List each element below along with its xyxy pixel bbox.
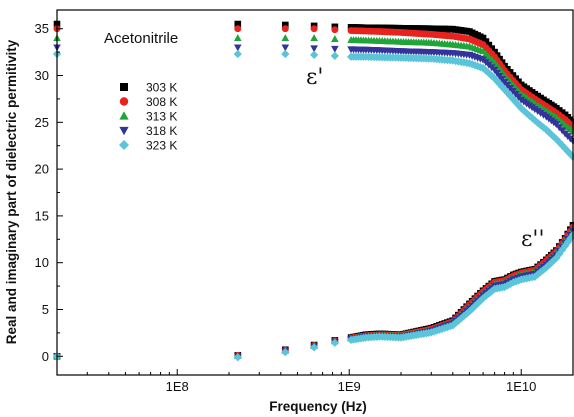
series-4-eps-real-point [281, 49, 290, 59]
axis-ticks: 0 5 10 15 20 25 30 35 1E8 1E9 1E10 [35, 21, 574, 394]
legend-marker-1 [119, 97, 129, 106]
y-tick-label: 0 [42, 349, 49, 364]
x-axis-title: Frequency (Hz) [269, 399, 367, 414]
legend-marker-4 [119, 140, 129, 150]
x-tick-label: 1E8 [166, 379, 189, 394]
series-2-eps-real-point [331, 35, 339, 42]
series-4-eps-real-point [233, 49, 242, 59]
x-tick-label: 1E9 [338, 379, 361, 394]
y-tick-label: 30 [35, 68, 49, 83]
series-3-eps-real-point [331, 45, 339, 53]
y-tick-label: 35 [35, 21, 49, 36]
series-1-eps-real-point [310, 25, 318, 33]
y-tick-label: 15 [35, 208, 49, 223]
x-tick-label: 1E10 [506, 379, 536, 394]
series-1-eps-real-point [331, 26, 339, 34]
series-4-eps-real-point [309, 50, 319, 60]
series-0-eps-real-trace [488, 45, 496, 52]
series-0-eps-real-point [234, 20, 242, 28]
legend-label-0: 303 K [146, 80, 177, 94]
series-4-eps-imag-point [309, 343, 319, 352]
annotation-eps-imag: ε'' [521, 227, 545, 252]
y-tick-label: 20 [35, 162, 49, 177]
series-0-eps-real-trace [485, 41, 493, 49]
y-tick-label: 25 [35, 115, 49, 130]
plot-marks [52, 20, 574, 362]
series-3-eps-real-point [310, 45, 318, 53]
series-4-eps-imag-point [233, 353, 242, 362]
y-tick-label: 10 [35, 255, 49, 270]
series-2-eps-real [53, 34, 574, 135]
series-1-eps-real [53, 25, 574, 131]
legend-label-3: 318 K [146, 124, 177, 138]
series-4-eps-imag-point [281, 347, 290, 357]
series-1-eps-real-point [234, 25, 242, 33]
series-3-eps-real [53, 44, 574, 145]
legend-marker-0 [120, 83, 128, 91]
series-0-eps-real-trace [479, 34, 487, 42]
series-4-eps-imag [52, 230, 574, 362]
annotation-eps-real: ε' [306, 65, 323, 90]
legend-label-1: 308 K [146, 95, 177, 109]
series-4-eps-imag-point [330, 338, 339, 347]
series-0-eps-real-trace [482, 38, 490, 45]
legend-label-2: 313 K [146, 109, 177, 123]
legend-marker-2 [119, 111, 129, 120]
y-tick-label: 5 [42, 302, 49, 317]
series-1-eps-real-point [281, 25, 289, 33]
series-4-eps-real-point [330, 51, 339, 60]
annotation-acetonitrile: Acetonitrile [104, 30, 178, 47]
series-3-eps-real-point [281, 44, 290, 52]
series-2-eps-real-point [310, 34, 318, 42]
series-0-eps-real-point [282, 21, 289, 29]
legend-marker-3 [119, 126, 129, 136]
legend-label-4: 323 K [146, 138, 177, 152]
series-3-eps-real-point [234, 44, 242, 52]
series-2-eps-real-point [281, 34, 290, 42]
series-2-eps-real-point [234, 34, 242, 42]
y-axis-title: Real and imaginary part of dielectric pe… [4, 39, 19, 344]
